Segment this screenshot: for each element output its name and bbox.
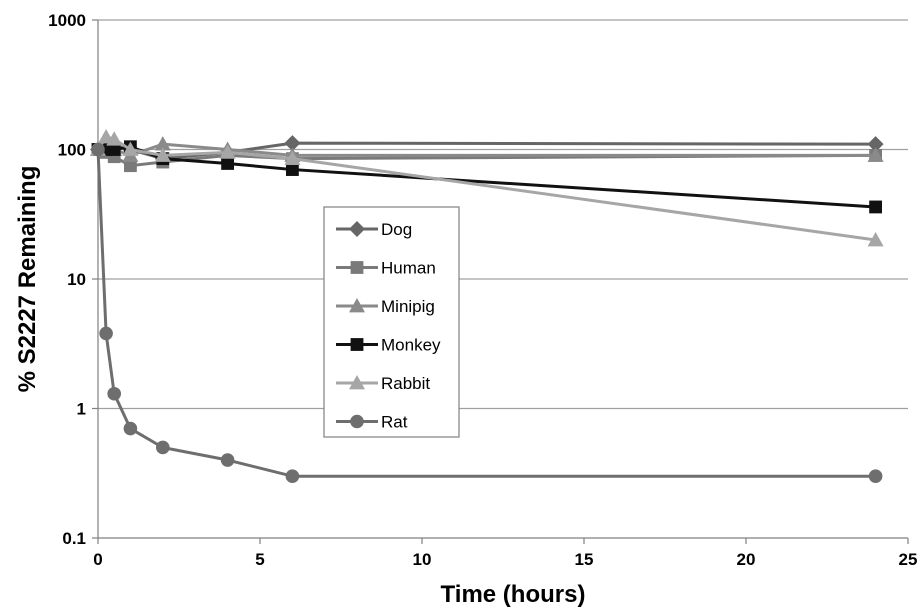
series-group <box>90 128 884 484</box>
series-rat <box>91 142 883 484</box>
legend-marker-rabbit <box>349 375 365 390</box>
legend-label-rat: Rat <box>381 413 408 432</box>
data-point-minipig <box>867 147 884 162</box>
data-point-dog <box>867 136 884 153</box>
data-point-monkey <box>286 163 299 176</box>
data-point-rat <box>285 469 300 484</box>
y-tick-label: 1 <box>77 400 86 419</box>
data-point-rabbit <box>219 144 236 159</box>
legend-box <box>323 206 460 438</box>
y-axis-title: % S2227 Remaining <box>14 166 41 393</box>
y-tick-label: 0.1 <box>62 529 86 548</box>
series-monkey <box>91 140 882 214</box>
data-point-monkey <box>107 143 121 156</box>
legend-label-monkey: Monkey <box>381 336 441 355</box>
legend-marker-dog <box>349 221 365 237</box>
data-point-human <box>124 159 137 173</box>
x-tick-label: 25 <box>899 550 918 569</box>
data-point-dog <box>284 135 301 152</box>
legend: Dog Human Minipig Monkey Rabbit Rat <box>323 206 460 438</box>
x-axis-title: Time (hours) <box>441 581 586 607</box>
legend-marker-minipig <box>349 298 365 313</box>
data-point-rat <box>220 453 235 467</box>
legend-label-minipig: Minipig <box>381 297 435 316</box>
data-point-rat <box>99 326 113 341</box>
data-point-rabbit <box>106 131 123 146</box>
x-tick-label: 20 <box>737 550 756 569</box>
data-point-rat <box>123 421 138 436</box>
legend-marker-rat <box>350 414 364 429</box>
series-line-rat <box>96 149 876 478</box>
legend-label-human: Human <box>381 259 436 278</box>
y-tick-label: 100 <box>58 141 86 160</box>
gridlines <box>98 19 908 410</box>
legend-label-dog: Dog <box>381 220 412 239</box>
data-point-rat <box>91 142 105 157</box>
legend-marker-monkey <box>350 338 364 351</box>
x-tick-label: 5 <box>255 550 264 569</box>
data-point-rat <box>156 440 170 455</box>
x-tick-label: 10 <box>413 550 432 569</box>
data-point-rat <box>868 469 883 484</box>
x-tick-label: 15 <box>575 550 594 569</box>
data-point-monkey <box>869 200 882 214</box>
data-point-rabbit <box>284 150 301 166</box>
axes: 0.1 1 10 100 1000 0 5 10 15 20 25 <box>48 11 917 569</box>
series-line-rabbit <box>96 135 876 242</box>
data-point-minipig <box>154 136 171 151</box>
data-point-rabbit <box>122 141 139 156</box>
data-point-rat <box>107 386 121 401</box>
data-point-monkey <box>221 157 234 170</box>
legend-label-rabbit: Rabbit <box>381 374 430 393</box>
legend-marker-human <box>350 261 364 274</box>
x-tick-label: 0 <box>93 550 102 569</box>
data-point-rabbit <box>154 147 171 162</box>
y-tick-label: 1000 <box>48 11 86 30</box>
data-point-rabbit <box>867 232 884 247</box>
y-tick-label: 10 <box>67 270 86 289</box>
